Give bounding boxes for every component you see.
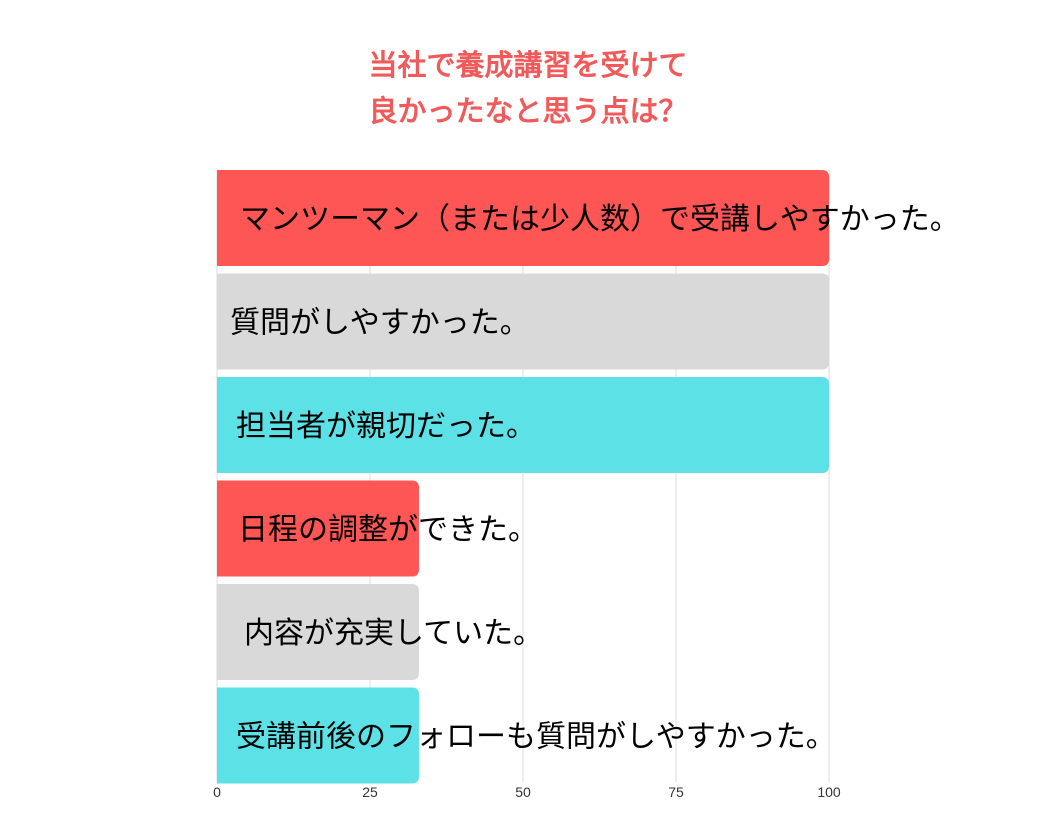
x-tick-label-2: 50: [515, 784, 531, 800]
bar-0: [217, 170, 829, 266]
chart-title-line-1: 当社で養成講習を受けて: [368, 48, 688, 82]
bar-label-3: 日程の調整ができた。: [238, 513, 538, 548]
x-axis-ticks: 0 25 50 75 100: [213, 784, 841, 800]
chart-title: 当社で養成講習を受けて 良かったなと思う点は？: [0, 42, 1056, 134]
bar-3: [217, 480, 419, 577]
bar-5: [217, 687, 419, 784]
x-tick-label-0: 0: [213, 784, 221, 800]
bar-label-4: 内容が充実していた。: [244, 616, 543, 651]
chart-title-line-2: 良かったなと思う点は？: [368, 94, 688, 128]
bar-labels: マンツーマン（または少人数）で受講しやすかった。質問がしやすかった。担当者が親切…: [230, 202, 960, 755]
bar-1: [217, 273, 829, 370]
x-tick-label-4: 100: [817, 784, 841, 800]
bar-label-0: マンツーマン（または少人数）で受講しやすかった。: [240, 202, 960, 237]
bar-2: [217, 377, 829, 473]
bar-label-5: 受講前後のフォローも質問がしやすかった。: [236, 720, 836, 755]
bar-label-1: 質問がしやすかった。: [230, 306, 530, 341]
bar-4: [217, 584, 419, 680]
x-tick-label-1: 25: [362, 784, 378, 800]
x-tick-label-3: 75: [668, 784, 684, 800]
bars: [217, 170, 829, 784]
bar-label-2: 担当者が親切だった。: [236, 409, 536, 444]
